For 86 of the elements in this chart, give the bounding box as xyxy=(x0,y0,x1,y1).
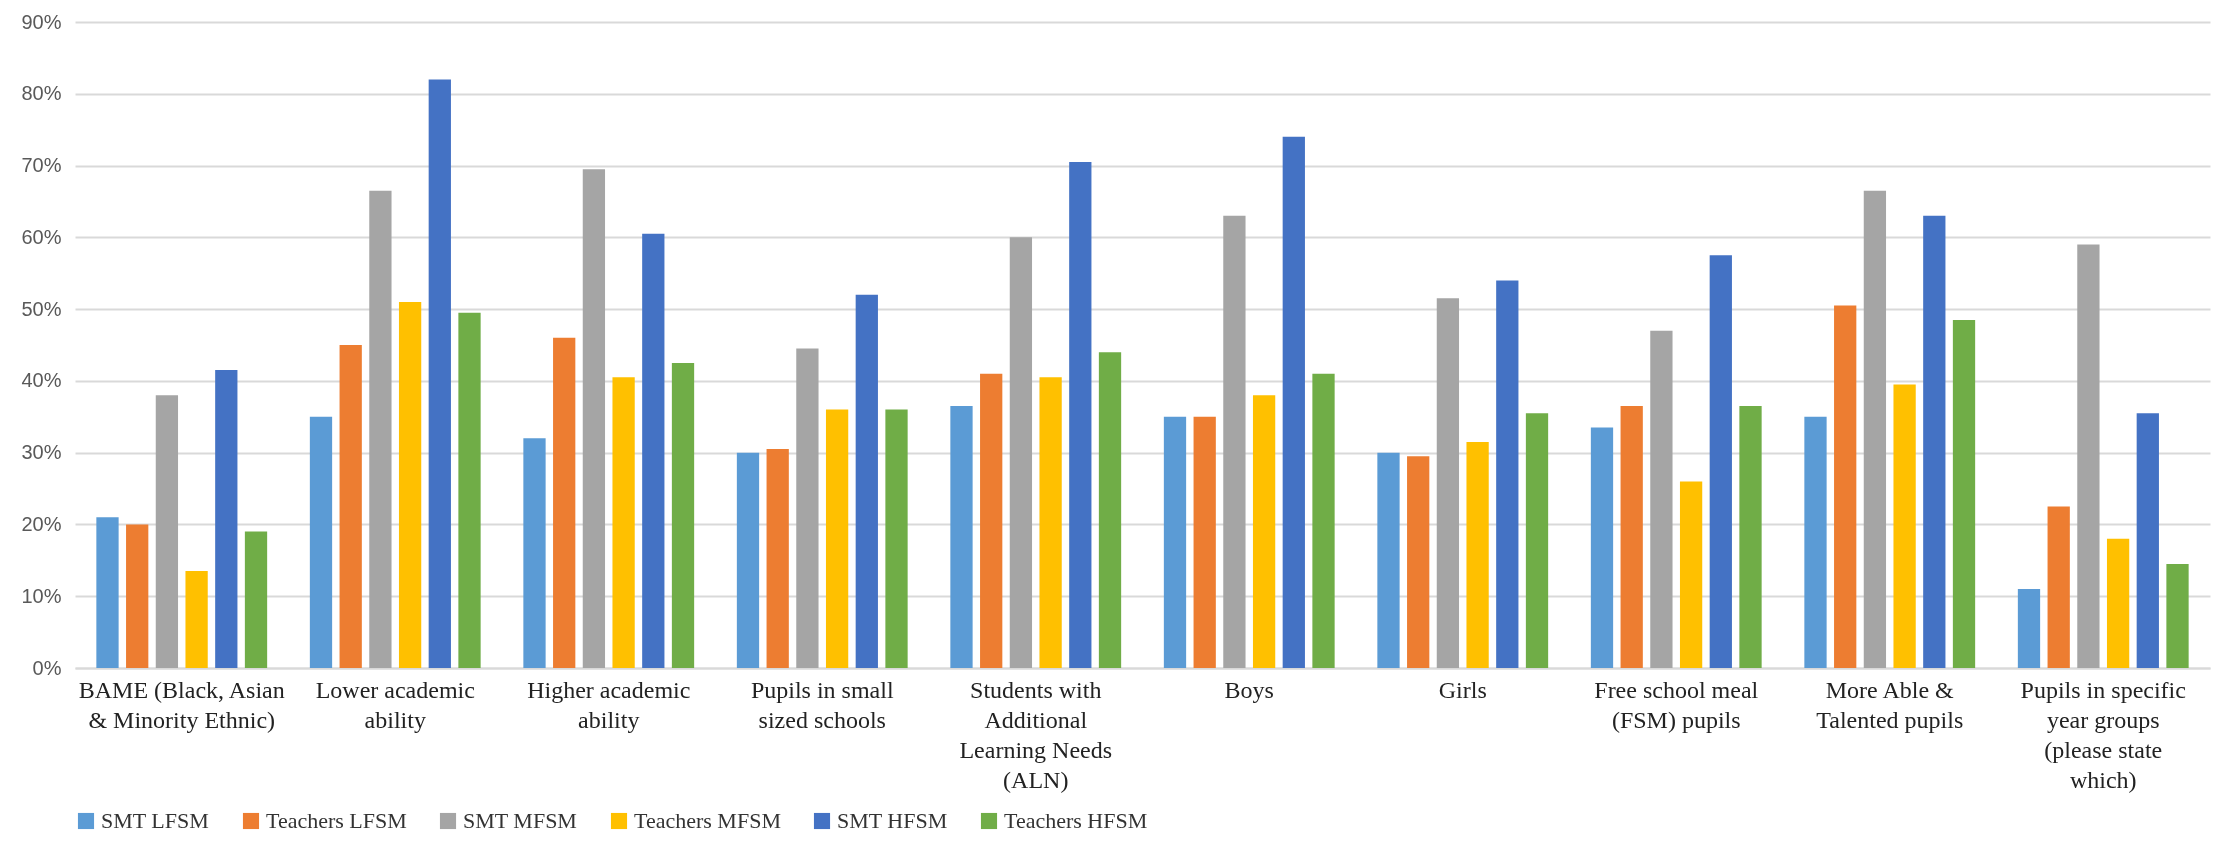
bar xyxy=(2017,589,2041,668)
x-tick-label: Boys xyxy=(1224,676,1274,703)
bar xyxy=(980,373,1003,668)
bar xyxy=(766,449,789,668)
y-tick-label: 40% xyxy=(21,369,62,392)
bar xyxy=(1193,416,1216,668)
bar xyxy=(1496,280,1519,668)
bar xyxy=(553,337,576,668)
bar xyxy=(2136,413,2159,668)
bar xyxy=(2166,563,2189,668)
bar xyxy=(458,312,481,668)
bar xyxy=(1739,406,1762,668)
x-tick-label: More Able & Talented pupils xyxy=(1816,676,1964,733)
bar xyxy=(244,531,268,668)
x-tick-label: Lower academic ability xyxy=(315,676,475,733)
bar xyxy=(1466,441,1489,668)
bar xyxy=(1620,406,1643,668)
bar xyxy=(428,79,451,668)
bar xyxy=(825,409,849,668)
bar xyxy=(1679,481,1703,668)
bar xyxy=(2047,506,2070,668)
bar xyxy=(1436,298,1460,668)
y-tick-label: 70% xyxy=(21,154,62,177)
bar xyxy=(855,294,878,668)
bar xyxy=(1069,161,1092,668)
bar xyxy=(671,362,695,668)
bar xyxy=(1312,373,1335,668)
x-tick-label: Students with Additional Learning Needs (ALN) xyxy=(959,676,1113,793)
y-tick-label: 60% xyxy=(21,225,62,248)
bar xyxy=(398,301,422,668)
bar xyxy=(1804,416,1827,668)
x-tick-label: Girls xyxy=(1438,676,1487,703)
bar xyxy=(1834,305,1857,668)
bar xyxy=(1009,237,1033,668)
bar xyxy=(1863,190,1887,668)
bar xyxy=(885,409,908,668)
bar xyxy=(339,345,362,668)
y-tick-label: 50% xyxy=(21,297,62,320)
bar xyxy=(1525,413,1549,668)
bar xyxy=(215,370,238,668)
bar xyxy=(1407,456,1430,668)
y-tick-label: 30% xyxy=(21,441,62,464)
bar xyxy=(523,438,546,668)
bar xyxy=(1282,136,1305,668)
bar xyxy=(950,406,973,668)
bar xyxy=(796,348,819,668)
bar xyxy=(1709,255,1732,668)
y-tick-label: 80% xyxy=(21,82,62,105)
bar xyxy=(1252,395,1276,668)
y-tick-label: 10% xyxy=(21,584,62,607)
y-tick-label: 0% xyxy=(32,656,62,679)
bar xyxy=(2106,538,2130,668)
bar xyxy=(736,452,760,668)
bar xyxy=(369,190,392,668)
bar xyxy=(612,377,635,668)
bar xyxy=(1590,427,1614,668)
x-tick-label: BAME (Black, Asian & Minority Ethnic) xyxy=(78,676,285,733)
bar xyxy=(2077,244,2100,668)
bar xyxy=(1223,215,1246,668)
bar xyxy=(126,524,149,668)
legend-label: Teachers LFSM xyxy=(266,808,407,833)
x-tick-label: Pupils in specific year groups (please state which) xyxy=(2020,676,2186,793)
bar xyxy=(1923,215,1946,668)
legend-label: SMT HFSM xyxy=(837,808,948,833)
bar xyxy=(185,571,208,668)
bar xyxy=(1098,352,1122,668)
bar xyxy=(1650,330,1673,668)
bar xyxy=(1377,452,1400,668)
bar xyxy=(155,395,179,668)
bar xyxy=(582,169,606,668)
y-tick-label: 90% xyxy=(21,10,62,33)
bar xyxy=(309,416,333,668)
bar xyxy=(1893,384,1916,668)
bar xyxy=(642,233,665,668)
x-tick-label: Higher academic ability xyxy=(527,676,691,733)
legend-label: SMT LFSM xyxy=(101,808,209,833)
x-tick-label: Free school meal (FSM) pupils xyxy=(1594,676,1759,733)
bar xyxy=(96,517,119,668)
bar xyxy=(1163,416,1187,668)
legend-label: Teachers HFSM xyxy=(1004,808,1148,833)
bar xyxy=(1952,319,1976,668)
bar xyxy=(1039,377,1062,668)
legend-label: SMT MFSM xyxy=(463,808,577,833)
x-tick-label: Pupils in small sized schools xyxy=(750,676,894,733)
legend-label: Teachers MFSM xyxy=(634,808,781,833)
y-tick-label: 20% xyxy=(21,512,62,535)
